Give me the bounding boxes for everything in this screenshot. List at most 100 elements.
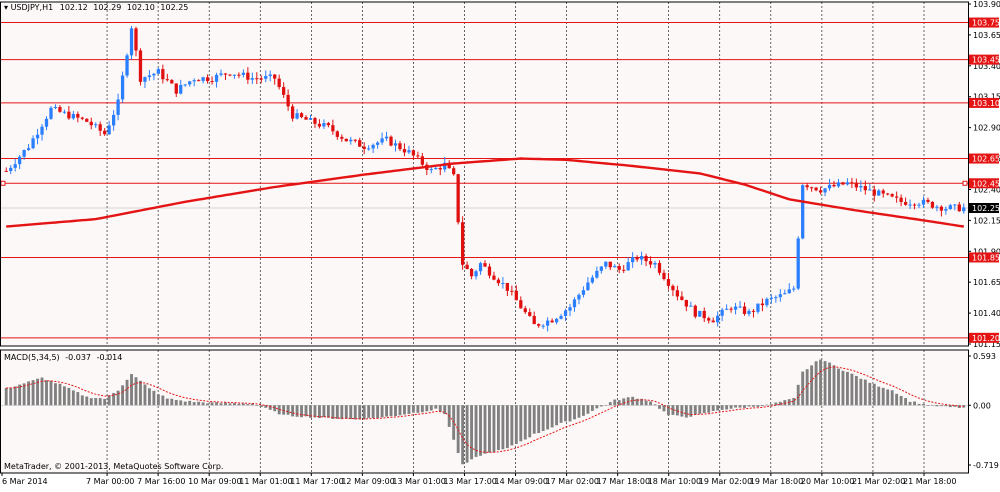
candle-body <box>35 134 40 139</box>
level-handle-left[interactable] <box>0 180 6 186</box>
time-tick-label: 20 Mar 10:00 <box>801 477 854 486</box>
candle-body <box>152 73 156 76</box>
level-label-box <box>969 17 999 28</box>
candle-body <box>765 298 769 306</box>
horizontal-level-lines[interactable] <box>0 22 968 339</box>
macd-bar <box>957 405 961 408</box>
candle-body <box>926 199 930 202</box>
candle-body <box>590 277 595 283</box>
candle-body <box>720 309 724 316</box>
candle-body <box>962 207 966 212</box>
candle-body <box>452 168 456 175</box>
macd-bar <box>734 405 738 408</box>
candle-body <box>689 305 693 307</box>
macd-bar <box>139 380 142 406</box>
level-label-box <box>969 97 999 108</box>
candle-body <box>702 310 706 319</box>
current-price-box <box>969 203 999 213</box>
macd-bar <box>165 398 169 406</box>
macd-bar <box>407 405 411 414</box>
macd-bar <box>31 380 35 406</box>
macd-bar <box>241 403 245 406</box>
candle-body <box>362 146 366 149</box>
macd-bar <box>541 405 545 431</box>
macd-bar <box>255 405 259 406</box>
time-axis: 6 Mar 2014 7 Mar 00:00 7 Mar 16:00 10 Mar 0… <box>1 473 956 486</box>
price-tick-label: 103.90 <box>973 0 1000 9</box>
macd-bar <box>394 405 397 417</box>
level-label: 101.85 <box>972 253 1000 262</box>
candle-body <box>599 266 603 271</box>
candle-body <box>268 74 272 77</box>
candle-body <box>953 204 957 206</box>
candle-body <box>787 289 791 294</box>
candle-body <box>666 279 671 286</box>
macd-bar <box>895 393 899 406</box>
macd-bar <box>456 405 460 453</box>
time-tick-label: 13 Mar 01:00 <box>392 477 445 486</box>
candle-body <box>895 196 899 198</box>
macd-bar <box>103 398 107 406</box>
candle-body <box>554 318 559 323</box>
candle-body <box>40 126 44 135</box>
candle-body <box>192 80 196 82</box>
candle-body <box>537 324 541 326</box>
macd-bar <box>904 398 908 406</box>
macd-bar <box>367 405 371 418</box>
candle-body <box>304 117 308 120</box>
candle-body <box>103 130 107 135</box>
macd-bar <box>854 375 858 406</box>
price-tick-label: 102.40 <box>973 185 1000 194</box>
candle-body <box>4 170 8 172</box>
macd-bar <box>250 403 254 406</box>
candle-body <box>774 297 778 299</box>
candle-body <box>371 144 375 149</box>
macd-bar <box>197 401 201 406</box>
macd-bar <box>747 405 751 407</box>
candle-body <box>161 69 165 80</box>
macd-bar <box>286 405 290 415</box>
time-tick-label: 21 Mar 18:00 <box>903 477 956 486</box>
macd-bar <box>18 384 22 406</box>
macd-histogram-series <box>0 359 968 465</box>
macd-bar <box>944 405 948 407</box>
candle-body <box>456 174 460 223</box>
level-label: 103.75 <box>972 19 1000 28</box>
macd-bar <box>756 405 760 407</box>
macd-bar <box>917 403 921 406</box>
candle-body <box>886 193 890 195</box>
candle-body <box>469 268 474 277</box>
candle-body <box>608 261 612 268</box>
candle-body <box>675 290 680 297</box>
macd-bar <box>725 405 729 410</box>
macd-bar <box>948 405 952 408</box>
candle-body <box>729 308 733 310</box>
candle-body <box>814 187 818 191</box>
level-label-box <box>969 332 999 343</box>
candle-body <box>273 74 277 79</box>
candle-body <box>505 282 510 291</box>
macd-bar <box>268 405 272 410</box>
macd-bar <box>116 390 120 406</box>
candle-body <box>939 206 944 211</box>
candle-body <box>581 290 586 295</box>
chart-collapse-icon[interactable]: ▾ <box>4 3 11 12</box>
candle-body <box>398 143 402 150</box>
candle-body <box>76 113 80 118</box>
level-label: 101.20 <box>972 334 1000 343</box>
level-handle-right[interactable] <box>962 180 968 186</box>
candlestick-series <box>4 25 966 332</box>
macd-bar <box>510 405 514 446</box>
candle-body <box>626 262 630 271</box>
macd-bar <box>429 405 433 411</box>
macd-bar <box>420 405 424 413</box>
candle-body <box>174 83 178 94</box>
macd-bar <box>434 405 438 409</box>
time-tick-label: 19 Mar 18:00 <box>750 477 803 486</box>
macd-bar <box>152 390 156 406</box>
level-label-box <box>969 252 999 263</box>
macd-bar <box>143 384 147 406</box>
candle-body <box>416 155 420 157</box>
